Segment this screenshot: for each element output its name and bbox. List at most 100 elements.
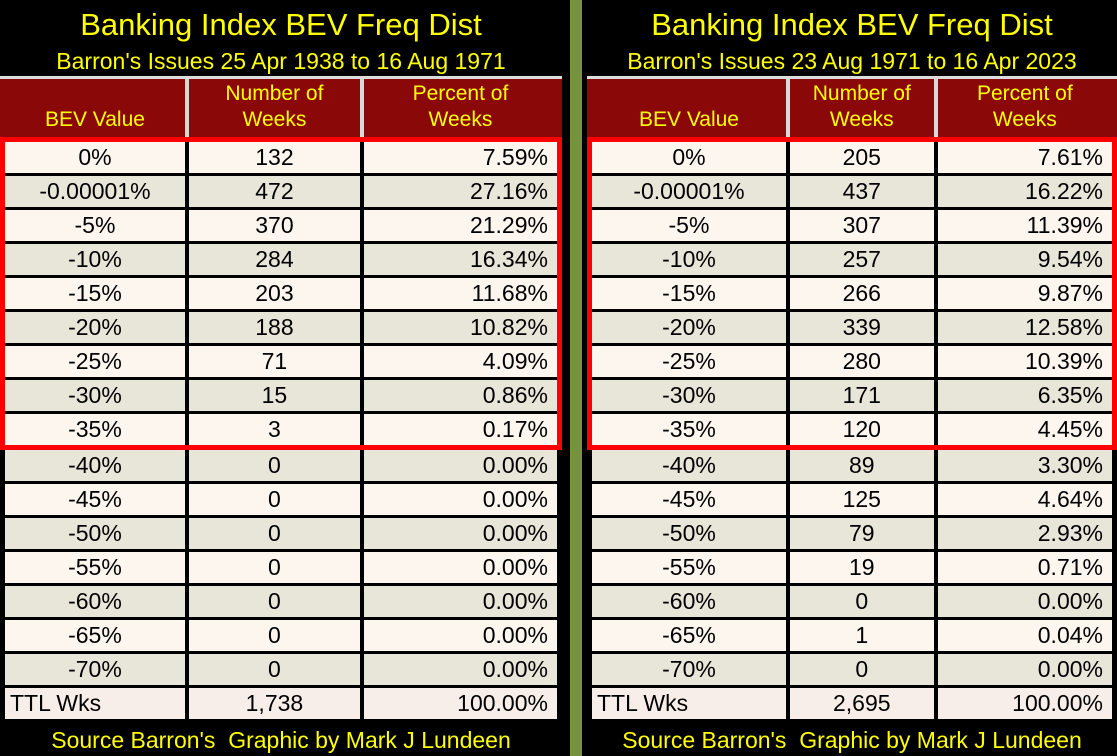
bev-value-cell: TTL Wks — [597, 690, 689, 716]
bev-value-cell: -10% — [662, 246, 716, 272]
weeks-cell: 120 — [785, 414, 934, 445]
table-row: 0% 205 7.61% — [592, 142, 1112, 176]
page-title: Banking Index BEV Freq Dist — [651, 6, 1053, 42]
weeks-cell: 205 — [785, 142, 934, 173]
bev-value-cell: -70% — [662, 656, 716, 682]
percent-cell: 0.00% — [933, 654, 1112, 685]
highlight-box: 0% 132 7.59% -0.00001% 472 27.16% -5% 370 21.29%… — [0, 137, 562, 450]
table-row: -15% 203 11.68% — [5, 278, 557, 312]
weeks-cell: 188 — [184, 312, 360, 343]
percent-cell: 9.87% — [933, 278, 1112, 309]
column-header-label-line1: Percent of — [976, 82, 1073, 105]
bev-value-cell: -70% — [68, 656, 122, 682]
table-row: -70% 0 0.00% — [592, 654, 1112, 688]
table-row: -15% 266 9.87% — [592, 278, 1112, 312]
highlight-box: 0% 205 7.61% -0.00001% 437 16.22% -5% 307 11.39%… — [587, 137, 1117, 450]
percent-cell: 4.09% — [359, 346, 557, 377]
weeks-cell: 307 — [785, 210, 934, 241]
percent-cell: 6.35% — [933, 380, 1112, 411]
column-header-label-line1: Percent of — [412, 82, 509, 105]
bev-value-cell: -65% — [68, 622, 122, 648]
percent-cell: 0.00% — [359, 518, 557, 549]
bev-value-cell: -15% — [662, 280, 716, 306]
percent-cell: 100.00% — [933, 688, 1112, 719]
bev-value-cell: TTL Wks — [10, 690, 102, 716]
column-header-row: BEV Value Number of Weeks Percent of Wee… — [587, 76, 1117, 137]
bev-value-cell: -35% — [68, 416, 122, 442]
table-row: -60% 0 0.00% — [592, 586, 1112, 620]
table-row: -40% 0 0.00% — [5, 450, 557, 484]
source-credit: Source Barron's Graphic by Mark J Lundee… — [622, 726, 1082, 753]
table-row: -35% 3 0.17% — [5, 414, 557, 445]
percent-cell: 0.17% — [359, 414, 557, 445]
table-row: -65% 0 0.00% — [5, 620, 557, 654]
weeks-cell: 280 — [785, 346, 934, 377]
column-header-label-line1: Number of — [812, 82, 911, 105]
table-row: -10% 284 16.34% — [5, 244, 557, 278]
percent-cell: 11.39% — [933, 210, 1112, 241]
table-row: -25% 280 10.39% — [592, 346, 1112, 380]
percent-cell: 4.45% — [933, 414, 1112, 445]
bev-value-cell: -5% — [74, 212, 116, 238]
percent-cell: 0.00% — [359, 586, 557, 617]
weeks-cell: 0 — [785, 654, 934, 685]
weeks-cell: 339 — [785, 312, 934, 343]
column-header-percent-of-weeks: Percent of Weeks — [359, 79, 557, 137]
percent-cell: 9.54% — [933, 244, 1112, 275]
bev-value-cell: -35% — [662, 416, 716, 442]
weeks-cell: 284 — [184, 244, 360, 275]
table-row: -60% 0 0.00% — [5, 586, 557, 620]
bev-value-cell: -30% — [68, 382, 122, 408]
percent-cell: 0.00% — [359, 654, 557, 685]
table-row: -50% 0 0.00% — [5, 518, 557, 552]
weeks-cell: 125 — [785, 484, 934, 515]
source-credit: Source Barron's Graphic by Mark J Lundee… — [51, 726, 511, 753]
table-row: -20% 188 10.82% — [5, 312, 557, 346]
percent-cell: 16.34% — [359, 244, 557, 275]
bev-value-cell: -20% — [662, 314, 716, 340]
weeks-cell: 0 — [184, 552, 360, 583]
percent-cell: 0.00% — [359, 552, 557, 583]
weeks-cell: 0 — [184, 484, 360, 515]
bev-value-cell: -0.00001% — [39, 178, 151, 204]
column-header-bev-value: BEV Value — [5, 79, 185, 137]
bev-value-cell: 0% — [78, 144, 112, 170]
table-row: -0.00001% 437 16.22% — [592, 176, 1112, 210]
percent-cell: 3.30% — [933, 450, 1112, 481]
bev-value-cell: -20% — [68, 314, 122, 340]
column-header-label-line2: Weeks — [992, 108, 1057, 131]
bev-value-cell: -25% — [68, 348, 122, 374]
column-header-label-line2: Weeks — [829, 108, 894, 131]
bev-value-cell: -50% — [662, 520, 716, 546]
percent-cell: 10.82% — [359, 312, 557, 343]
panel-1938-1971: Banking Index BEV Freq Dist Barron's Iss… — [0, 7, 562, 753]
weeks-cell: 437 — [785, 176, 934, 207]
panel-divider — [570, 0, 582, 756]
bev-value-cell: -40% — [662, 452, 716, 478]
bev-value-cell: -60% — [662, 588, 716, 614]
date-range-subtitle: Barron's Issues 25 Apr 1938 to 16 Aug 19… — [56, 47, 506, 74]
percent-cell: 10.39% — [933, 346, 1112, 377]
weeks-cell: 0 — [184, 620, 360, 651]
bev-value-cell: -55% — [68, 554, 122, 580]
column-header-row: BEV Value Number of Weeks Percent of Wee… — [0, 76, 562, 137]
lower-rows: -40% 0 0.00% -45% 0 0.00% -50% 0 0.00% -55% 0 0.00%… — [0, 450, 562, 724]
percent-cell: 16.22% — [933, 176, 1112, 207]
weeks-cell: 79 — [785, 518, 934, 549]
weeks-cell: 472 — [184, 176, 360, 207]
weeks-cell: 0 — [184, 654, 360, 685]
column-header-number-of-weeks: Number of Weeks — [785, 79, 934, 137]
bev-value-cell: -30% — [662, 382, 716, 408]
bev-value-cell: -0.00001% — [633, 178, 745, 204]
total-row: TTL Wks 1,738 100.00% — [5, 688, 557, 719]
weeks-cell: 171 — [785, 380, 934, 411]
bev-value-cell: -50% — [68, 520, 122, 546]
table-row: -55% 0 0.00% — [5, 552, 557, 586]
weeks-cell: 203 — [184, 278, 360, 309]
column-header-bev-value: BEV Value — [592, 79, 786, 137]
table-row: -45% 125 4.64% — [592, 484, 1112, 518]
column-header-label: BEV Value — [638, 108, 739, 131]
percent-cell: 4.64% — [933, 484, 1112, 515]
table-row: -40% 89 3.30% — [592, 450, 1112, 484]
bev-value-cell: -40% — [68, 452, 122, 478]
